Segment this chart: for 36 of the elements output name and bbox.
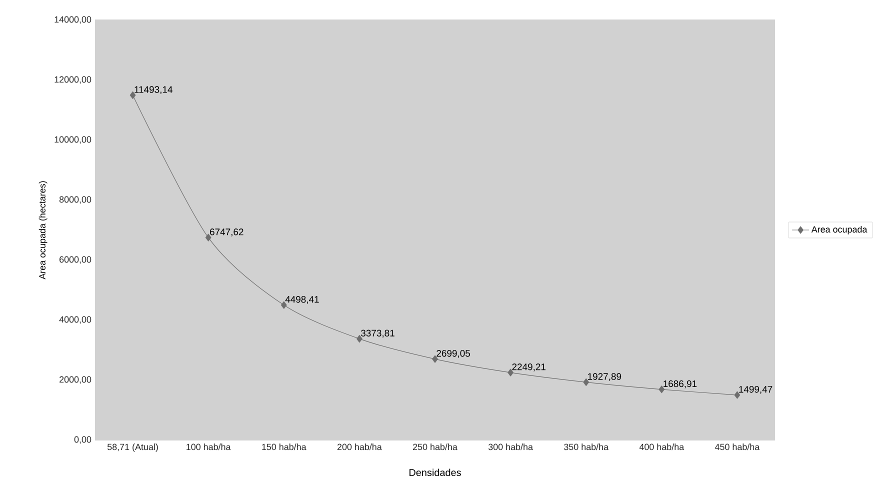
- x-tick-label: 450 hab/ha: [714, 444, 760, 450]
- legend-label: Area ocupada: [811, 226, 868, 234]
- point: [205, 234, 212, 242]
- y-tick-label: 8000,00: [59, 196, 92, 204]
- x-axis-title: Densidades: [410, 468, 461, 476]
- point: [658, 386, 665, 394]
- data-label: 2249,21: [512, 364, 546, 372]
- data-label: 3373,81: [360, 330, 394, 338]
- data-label: 2699,05: [436, 350, 470, 358]
- x-tick-label: 150 hab/ha: [262, 444, 306, 450]
- y-tick-label: 12000,00: [54, 76, 92, 84]
- point: [583, 378, 590, 386]
- x-tick-label: 100 hab/ha: [186, 444, 231, 450]
- y-tick-label: 4000,00: [59, 316, 92, 324]
- data-label: 1686,91: [664, 380, 697, 388]
- point: [508, 368, 514, 376]
- point: [432, 355, 438, 363]
- y-tick-label: 6000,00: [60, 256, 92, 264]
- y-axis-title: Area ocupada (hectares): [38, 181, 48, 280]
- y-tick-label: 10000,00: [54, 136, 92, 144]
- data-label: 6747,62: [210, 228, 244, 236]
- x-tick-label: 300 hab/ha: [488, 444, 533, 450]
- y-tick-label: 0,00: [74, 436, 92, 444]
- x-tick-label: 250 hab/ha: [413, 444, 458, 450]
- data-label: 4498,41: [285, 296, 319, 304]
- data-label: 11493,14: [134, 86, 172, 94]
- y-tick-label: 14000,00: [54, 16, 92, 24]
- point: [130, 91, 136, 99]
- y-tick-label: 2000,00: [60, 376, 92, 384]
- data-label: 1927,89: [588, 373, 622, 381]
- x-tick-label: 200 hab/ha: [337, 444, 382, 450]
- x-tick-label: 350 hab/ha: [564, 444, 609, 450]
- x-tick-label: 58,71 (Atual): [107, 444, 158, 452]
- data-label: 1499,47: [739, 386, 772, 394]
- point: [734, 391, 740, 399]
- x-tick-label: 400 hab/ha: [639, 444, 684, 450]
